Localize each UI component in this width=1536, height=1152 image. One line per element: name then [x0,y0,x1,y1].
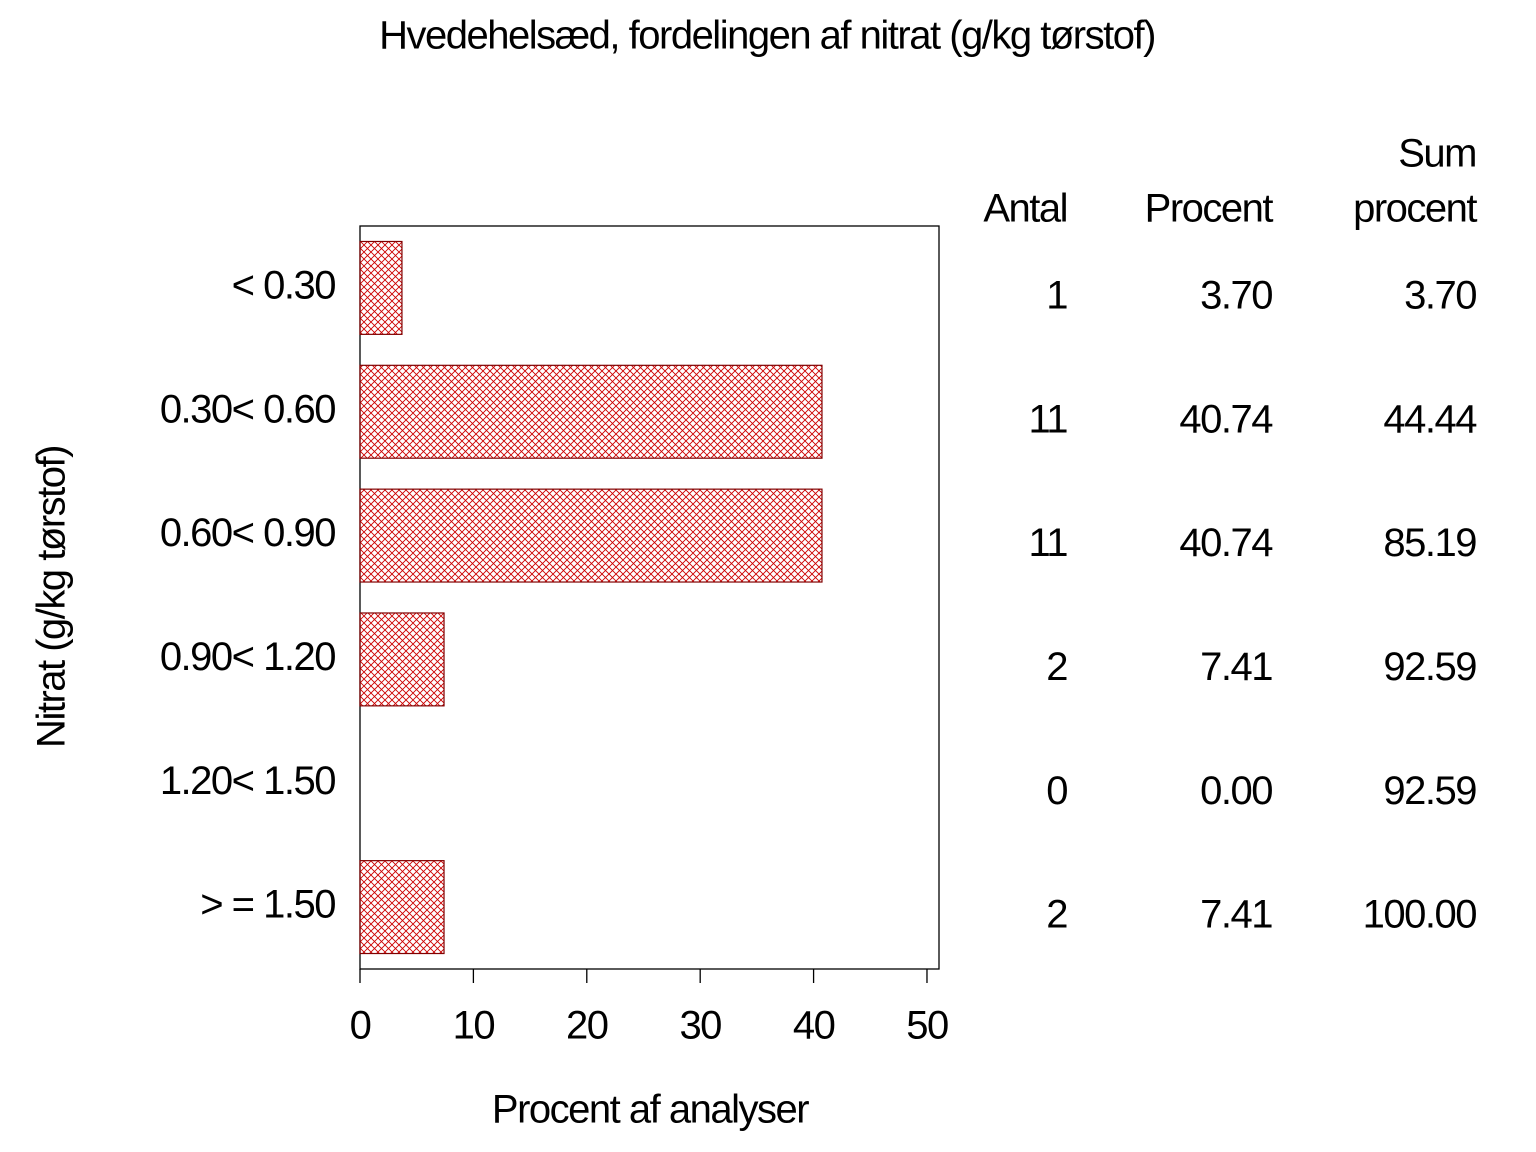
y-tick-label: 0.90< 1.20 [160,635,335,679]
x-axis-label: Procent af analyser [492,1088,809,1132]
y-tick-label: 0.60< 0.90 [160,511,335,555]
table-cell: 1 [1046,273,1067,317]
table-cell: 85.19 [1383,521,1476,565]
table-cell: 92.59 [1383,645,1476,689]
table-cell: 92.59 [1383,769,1476,813]
table-header: procent [1353,187,1477,231]
table-cell: 0.00 [1200,769,1272,813]
table-cell: 40.74 [1179,521,1273,565]
table-cell: 40.74 [1179,397,1273,441]
table-cell: 7.41 [1200,645,1272,689]
y-tick-label: 1.20< 1.50 [160,759,335,803]
x-tick-label: 10 [453,1004,495,1048]
plot-frame [359,225,940,970]
y-tick-label: 0.30< 0.60 [160,387,335,431]
table-cell: 2 [1046,893,1067,937]
x-tick-label: 50 [906,1004,948,1048]
table-cell: 44.44 [1383,397,1477,441]
table-cell: 3.70 [1200,273,1272,317]
bar [359,612,445,707]
y-tick-label: < 0.30 [232,263,336,307]
bar [359,860,445,955]
table-cell: 11 [1028,521,1067,565]
x-tick-label: 0 [350,1004,371,1048]
table-header: Sum [1398,132,1476,176]
bar [359,240,403,335]
table-cell: 2 [1046,645,1067,689]
x-tick-label: 20 [566,1004,608,1048]
table-cell: 11 [1028,397,1067,441]
bar [359,364,823,459]
table-cell: 100.00 [1363,893,1477,937]
x-tick-label: 40 [793,1004,835,1048]
table-cell: 3.70 [1404,273,1476,317]
y-axis-label: Nitrat (g/kg tørstof) [30,446,74,748]
y-tick-label: > = 1.50 [200,883,335,927]
table-cell: 0 [1046,769,1067,813]
table-header: Antal [983,187,1067,231]
table-header: Procent [1145,187,1274,231]
bar [359,488,823,583]
table-cell: 7.41 [1200,893,1272,937]
x-tick-label: 30 [679,1004,721,1048]
chart-title: Hvedehelsæd, fordelingen af nitrat (g/kg… [379,14,1155,58]
